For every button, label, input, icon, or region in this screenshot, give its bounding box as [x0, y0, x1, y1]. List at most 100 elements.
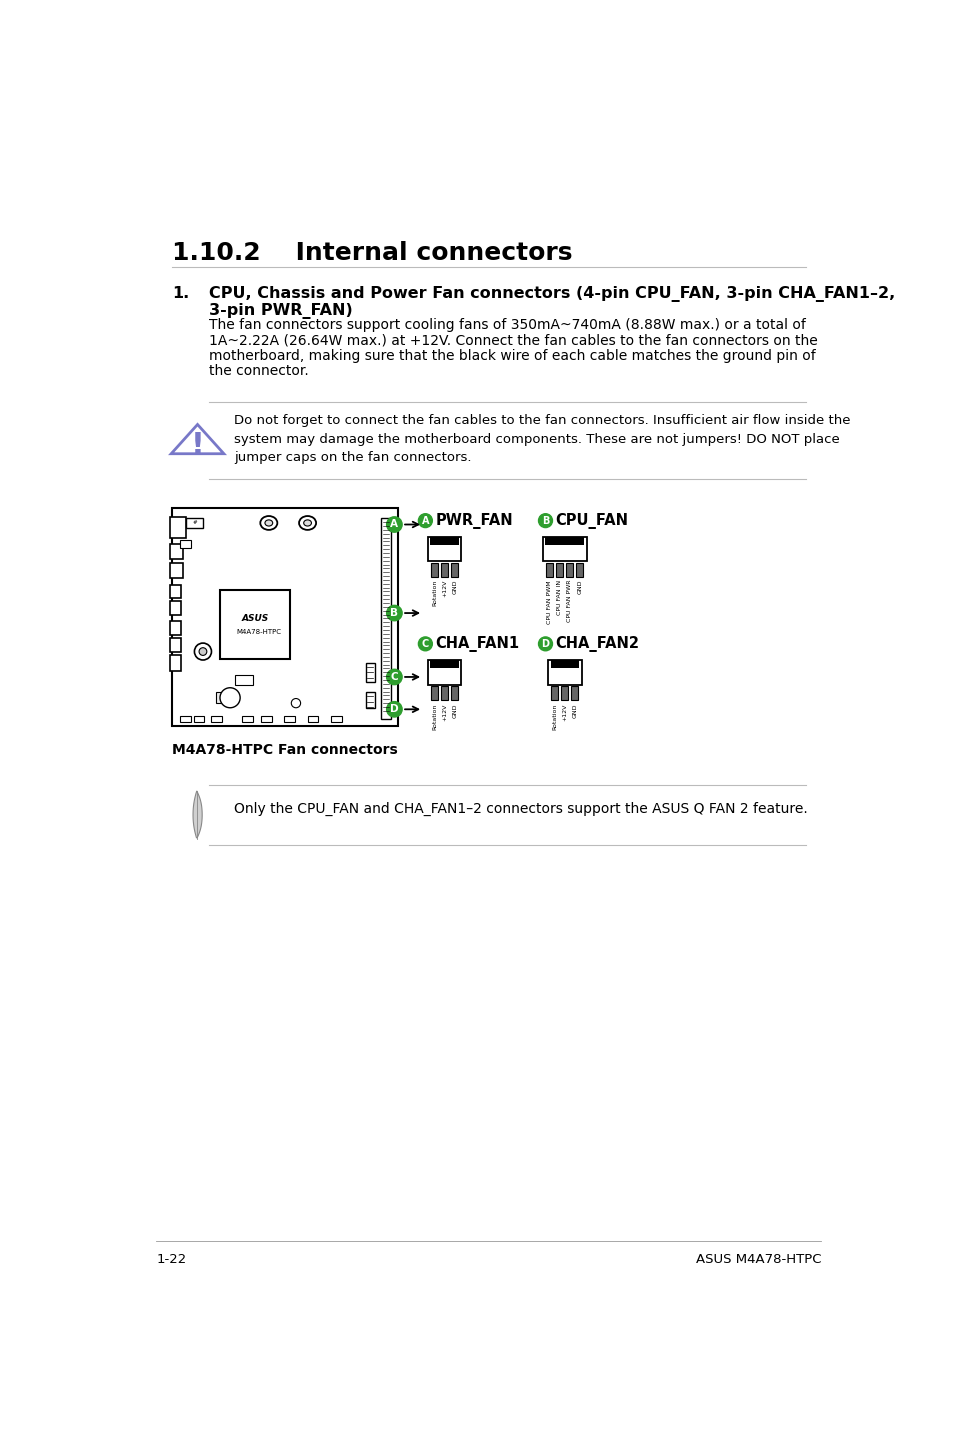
Text: A: A	[421, 516, 429, 526]
Circle shape	[386, 606, 402, 620]
Bar	[172, 507, 397, 726]
Text: CPU, Chassis and Power Fan connectors (4-pin CPU_FAN, 3-pin CHA_FAN1–2,: CPU, Chassis and Power Fan connectors (4…	[209, 286, 895, 302]
Text: D: D	[390, 705, 398, 715]
Bar	[171, 544, 183, 558]
Bar	[193, 716, 204, 722]
Bar	[556, 563, 562, 577]
Bar	[571, 686, 578, 700]
Text: Only the CPU_FAN and CHA_FAN1–2 connectors support the ASUS Q FAN 2 feature.: Only the CPU_FAN and CHA_FAN1–2 connecto…	[233, 802, 807, 816]
Bar	[365, 692, 375, 707]
Text: CPU FAN PWR: CPU FAN PWR	[567, 580, 572, 623]
Text: !: !	[191, 431, 204, 460]
Bar	[441, 563, 448, 577]
Bar	[284, 716, 294, 722]
Circle shape	[291, 699, 300, 707]
Circle shape	[194, 643, 212, 660]
Bar	[566, 563, 573, 577]
Text: CPU FAN PWM: CPU FAN PWM	[547, 580, 552, 623]
Text: Rotation: Rotation	[552, 703, 557, 729]
Circle shape	[220, 687, 240, 707]
Text: B: B	[390, 609, 398, 619]
Text: ASUS: ASUS	[241, 614, 268, 623]
Text: 1-22: 1-22	[156, 1253, 187, 1266]
Text: Do not forget to connect the fan cables to the fan connectors. Insufficient air : Do not forget to connect the fan cables …	[233, 414, 849, 427]
Text: C: C	[421, 639, 429, 649]
Text: PWR_FAN: PWR_FAN	[435, 513, 513, 528]
Ellipse shape	[303, 520, 311, 526]
Bar	[171, 639, 181, 653]
Bar	[171, 620, 181, 634]
Ellipse shape	[298, 516, 315, 530]
Bar	[430, 660, 458, 667]
Bar	[431, 563, 437, 577]
Text: D: D	[541, 639, 549, 649]
Text: 1.10.2    Internal connectors: 1.10.2 Internal connectors	[172, 242, 572, 265]
Bar	[548, 660, 581, 684]
Bar	[428, 537, 461, 561]
Circle shape	[199, 647, 207, 656]
Text: M4A78-HTPC Fan connectors: M4A78-HTPC Fan connectors	[172, 743, 397, 758]
Text: motherboard, making sure that the black wire of each cable matches the ground pi: motherboard, making sure that the black …	[209, 349, 815, 362]
Text: GND: GND	[577, 580, 582, 594]
Bar	[546, 563, 553, 577]
Circle shape	[386, 702, 402, 717]
Bar	[560, 686, 568, 700]
Text: GND: GND	[452, 580, 456, 594]
Bar	[171, 517, 186, 538]
Text: #: #	[192, 520, 196, 524]
Text: GND: GND	[452, 703, 456, 717]
Bar	[171, 656, 181, 670]
Ellipse shape	[260, 516, 277, 530]
Bar	[576, 563, 583, 577]
Text: 1.: 1.	[172, 286, 189, 301]
Text: +12V: +12V	[561, 703, 567, 720]
Polygon shape	[193, 790, 202, 838]
Text: Rotation: Rotation	[432, 580, 436, 606]
Text: system may damage the motherboard components. These are not jumpers! DO NOT plac: system may damage the motherboard compon…	[233, 432, 839, 445]
Bar	[171, 601, 181, 616]
Text: CHA_FAN2: CHA_FAN2	[555, 636, 639, 652]
Text: ASUS M4A78-HTPC: ASUS M4A78-HTPC	[695, 1253, 821, 1266]
Bar	[171, 584, 181, 599]
Circle shape	[386, 517, 402, 533]
Text: +12V: +12V	[442, 580, 447, 597]
Text: C: C	[390, 672, 397, 682]
Bar	[211, 716, 221, 722]
Bar	[179, 716, 191, 722]
Bar	[186, 518, 203, 527]
Text: jumper caps on the fan connectors.: jumper caps on the fan connectors.	[233, 451, 471, 464]
Bar	[545, 537, 583, 544]
Text: CPU_FAN: CPU_FAN	[555, 513, 628, 528]
Bar	[451, 563, 457, 577]
Text: CPU FAN IN: CPU FAN IN	[557, 580, 561, 616]
Circle shape	[537, 637, 552, 650]
Bar	[220, 590, 290, 659]
Bar	[235, 676, 253, 684]
Text: 1A~2.22A (26.64W max.) at +12V. Connect the fan cables to the fan connectors on : 1A~2.22A (26.64W max.) at +12V. Connect …	[209, 334, 817, 348]
Text: the connector.: the connector.	[209, 364, 309, 378]
Text: M4A78-HTPC: M4A78-HTPC	[236, 629, 281, 636]
Bar	[307, 716, 318, 722]
Text: GND: GND	[572, 703, 577, 717]
Text: CHA_FAN1: CHA_FAN1	[435, 636, 519, 652]
Circle shape	[418, 637, 432, 650]
Bar	[381, 518, 390, 719]
Text: +12V: +12V	[442, 703, 447, 720]
Circle shape	[418, 514, 432, 527]
Text: 3-pin PWR_FAN): 3-pin PWR_FAN)	[209, 302, 353, 319]
Bar	[551, 686, 558, 700]
Bar	[550, 660, 578, 667]
Bar	[241, 716, 253, 722]
Bar	[430, 537, 458, 544]
Bar	[428, 660, 461, 684]
Bar	[331, 716, 341, 722]
Circle shape	[386, 669, 402, 684]
Text: A: A	[390, 520, 398, 530]
Bar	[179, 540, 192, 547]
Text: The fan connectors support cooling fans of 350mA~740mA (8.88W max.) or a total o: The fan connectors support cooling fans …	[209, 318, 805, 332]
Bar	[431, 686, 437, 700]
Bar	[451, 686, 457, 700]
Text: Rotation: Rotation	[432, 703, 436, 729]
Ellipse shape	[265, 520, 273, 526]
Text: B: B	[541, 516, 549, 526]
